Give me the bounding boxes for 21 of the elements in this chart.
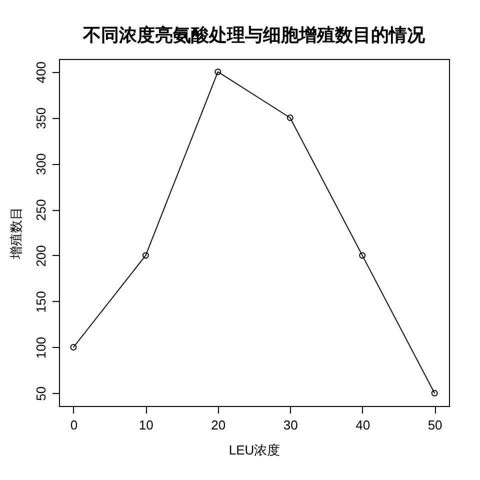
y-tick-label: 200	[34, 245, 48, 267]
y-axis-title: 增殖数目	[8, 207, 24, 260]
y-tick-label: 300	[34, 153, 48, 175]
y-tick-label: 100	[34, 336, 48, 359]
y-tick-label: 50	[34, 386, 48, 401]
y-tick-label: 350	[34, 107, 48, 130]
x-tick-label: 50	[428, 418, 442, 432]
point	[359, 252, 366, 259]
y-tick-label: 400	[34, 62, 48, 84]
x-tick-label: 20	[211, 418, 226, 432]
point	[142, 252, 149, 259]
x-tick-label: 40	[356, 418, 370, 432]
y-tick-label: 250	[34, 199, 48, 221]
x-axis-title: LEU浓度	[228, 442, 280, 458]
point	[286, 114, 294, 121]
x-tick-label: 30	[283, 418, 298, 432]
x-tick-label: 10	[138, 418, 154, 432]
y-tick-label: 150	[34, 291, 48, 313]
chart-title: 不同浓度亮氨酸处理与细胞增殖数目的情况	[82, 25, 426, 45]
x-tick-label: 0	[70, 418, 78, 432]
point	[214, 68, 222, 76]
